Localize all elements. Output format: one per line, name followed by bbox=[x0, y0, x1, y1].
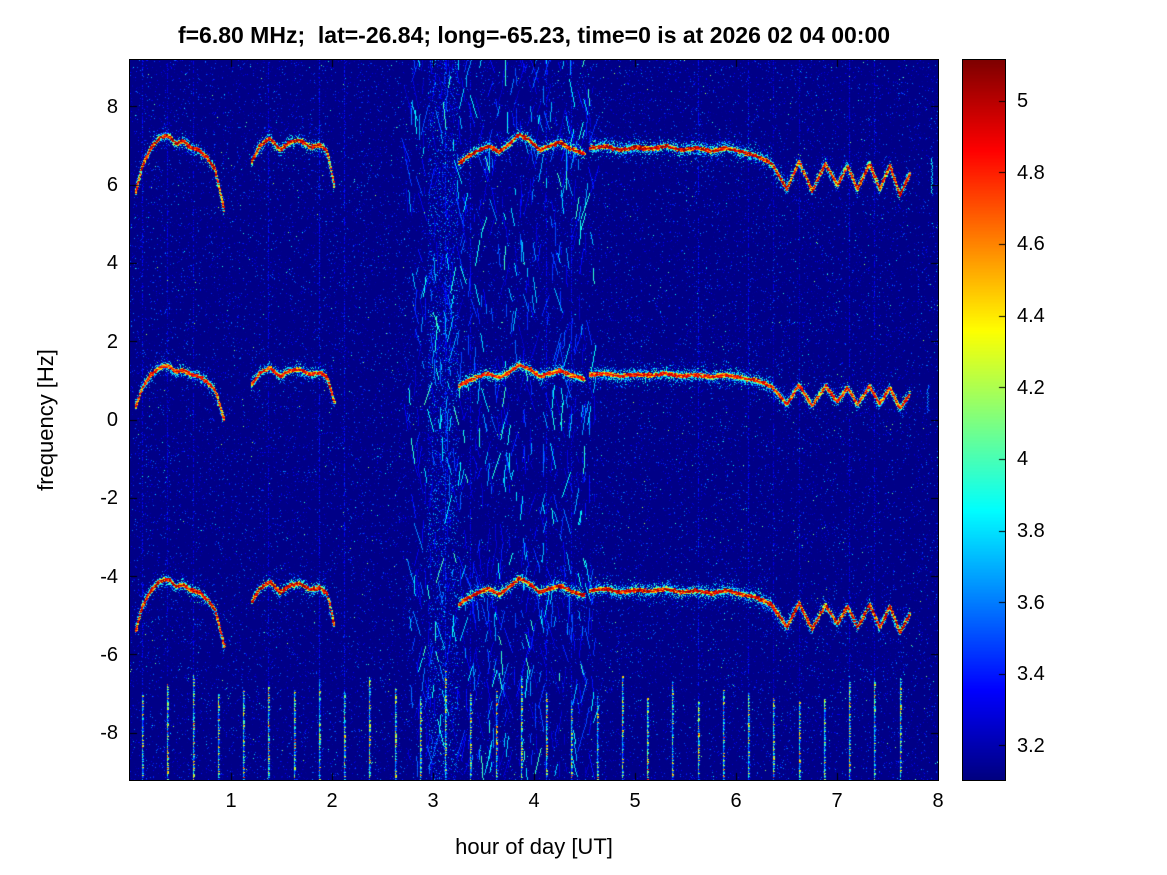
x-tick-label: 3 bbox=[427, 790, 439, 812]
colorbar-canvas bbox=[962, 59, 1006, 781]
colorbar-tick-label: 3.8 bbox=[1017, 520, 1045, 543]
colorbar-tick-label: 4.2 bbox=[1017, 376, 1045, 399]
colorbar-tick-label: 4.8 bbox=[1017, 161, 1045, 184]
colorbar-tick-label: 5 bbox=[1017, 90, 1029, 113]
colorbar-tick-label: 3.4 bbox=[1017, 663, 1045, 686]
x-axis-label: hour of day [UT] bbox=[455, 834, 613, 859]
x-tick-label: 4 bbox=[528, 790, 540, 812]
colorbar-tick-label: 3.2 bbox=[1017, 734, 1045, 757]
x-tick-label: 8 bbox=[932, 790, 944, 812]
y-tick-label: -4 bbox=[100, 565, 118, 588]
y-axis-label: frequency [Hz] bbox=[33, 349, 58, 491]
colorbar-tick-label: 4 bbox=[1017, 448, 1029, 471]
y-tick-label: -8 bbox=[100, 722, 118, 745]
x-tick-label: 7 bbox=[831, 790, 843, 812]
x-tick-label: 1 bbox=[225, 790, 237, 812]
y-tick-label: -2 bbox=[100, 487, 118, 510]
x-tick-label: 5 bbox=[629, 790, 641, 812]
x-tick-label: 6 bbox=[730, 790, 742, 812]
chart-title: f=6.80 MHz; lat=-26.84; long=-65.23, tim… bbox=[177, 22, 891, 48]
y-tick-label: 8 bbox=[106, 95, 118, 118]
colorbar-tick-label: 4.4 bbox=[1017, 305, 1045, 328]
spectrogram-canvas bbox=[129, 59, 939, 781]
y-tick-label: -6 bbox=[100, 643, 118, 666]
y-tick-label: 0 bbox=[106, 409, 118, 431]
x-tick-label: 2 bbox=[326, 790, 338, 812]
y-tick-label: 6 bbox=[106, 174, 118, 197]
colorbar-tick-label: 3.6 bbox=[1017, 591, 1045, 614]
colorbar-tick-label: 4.6 bbox=[1017, 233, 1045, 256]
y-tick-label: 2 bbox=[106, 330, 118, 353]
y-tick-label: 4 bbox=[106, 252, 118, 275]
